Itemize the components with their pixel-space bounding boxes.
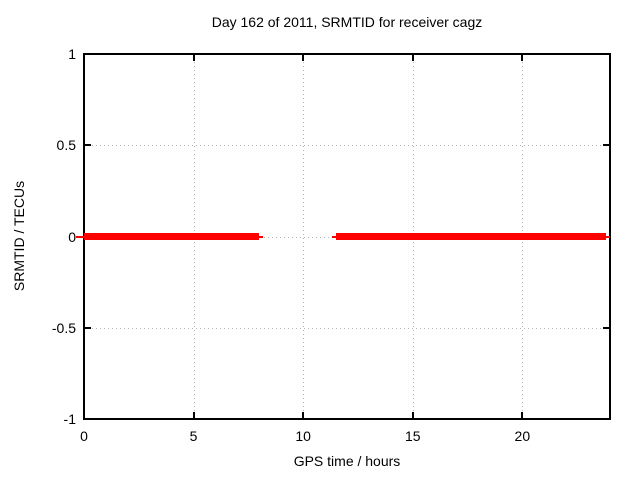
- data-line-segment: [84, 233, 260, 240]
- x-tick-mark: [192, 412, 195, 419]
- x-tick-mark: [192, 54, 195, 61]
- x-tick-label: 0: [80, 428, 88, 444]
- chart-title: Day 162 of 2011, SRMTID for receiver cag…: [211, 14, 483, 30]
- x-tick-mark: [302, 412, 305, 419]
- y-tick-label: -0.5: [51, 319, 76, 336]
- y-tick-mark: [603, 326, 610, 329]
- x-tick-mark: [521, 412, 524, 419]
- y-tick-label: -1: [63, 411, 76, 427]
- x-tick-label: 20: [514, 428, 531, 444]
- y-tick-label: 0.5: [56, 137, 76, 154]
- x-tick-mark: [521, 54, 524, 61]
- y-tick-mark: [603, 144, 610, 147]
- x-tick-mark: [411, 412, 414, 419]
- y-tick-mark: [84, 326, 91, 329]
- y-gridline: [84, 145, 610, 147]
- y-tick-label: 0: [68, 228, 76, 245]
- x-tick-label: 10: [295, 428, 311, 444]
- y-tick-label: 1: [68, 46, 76, 62]
- x-tick-label: 5: [189, 428, 198, 444]
- data-line-segment: [336, 233, 606, 240]
- x-tick-label: 15: [404, 428, 421, 444]
- x-tick-mark: [302, 54, 305, 61]
- x-tick-mark: [411, 54, 414, 61]
- y-tick-mark: [84, 144, 91, 147]
- y-gridline: [84, 327, 610, 329]
- x-axis-label: GPS time / hours: [293, 453, 401, 469]
